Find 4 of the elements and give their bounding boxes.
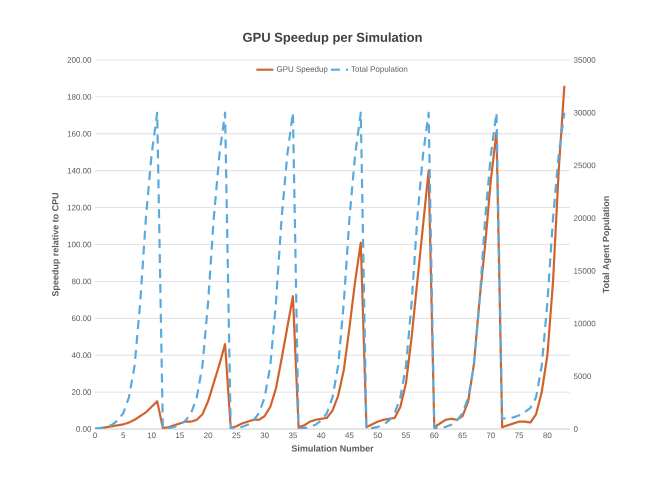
y2-axis-title: Total Agent Population (602, 196, 611, 294)
y-axis-title: Speedup relative to CPU (52, 192, 60, 296)
chart-title: GPU Speedup per Simulation (243, 32, 422, 45)
x-axis-title: Simulation Number (292, 445, 374, 452)
